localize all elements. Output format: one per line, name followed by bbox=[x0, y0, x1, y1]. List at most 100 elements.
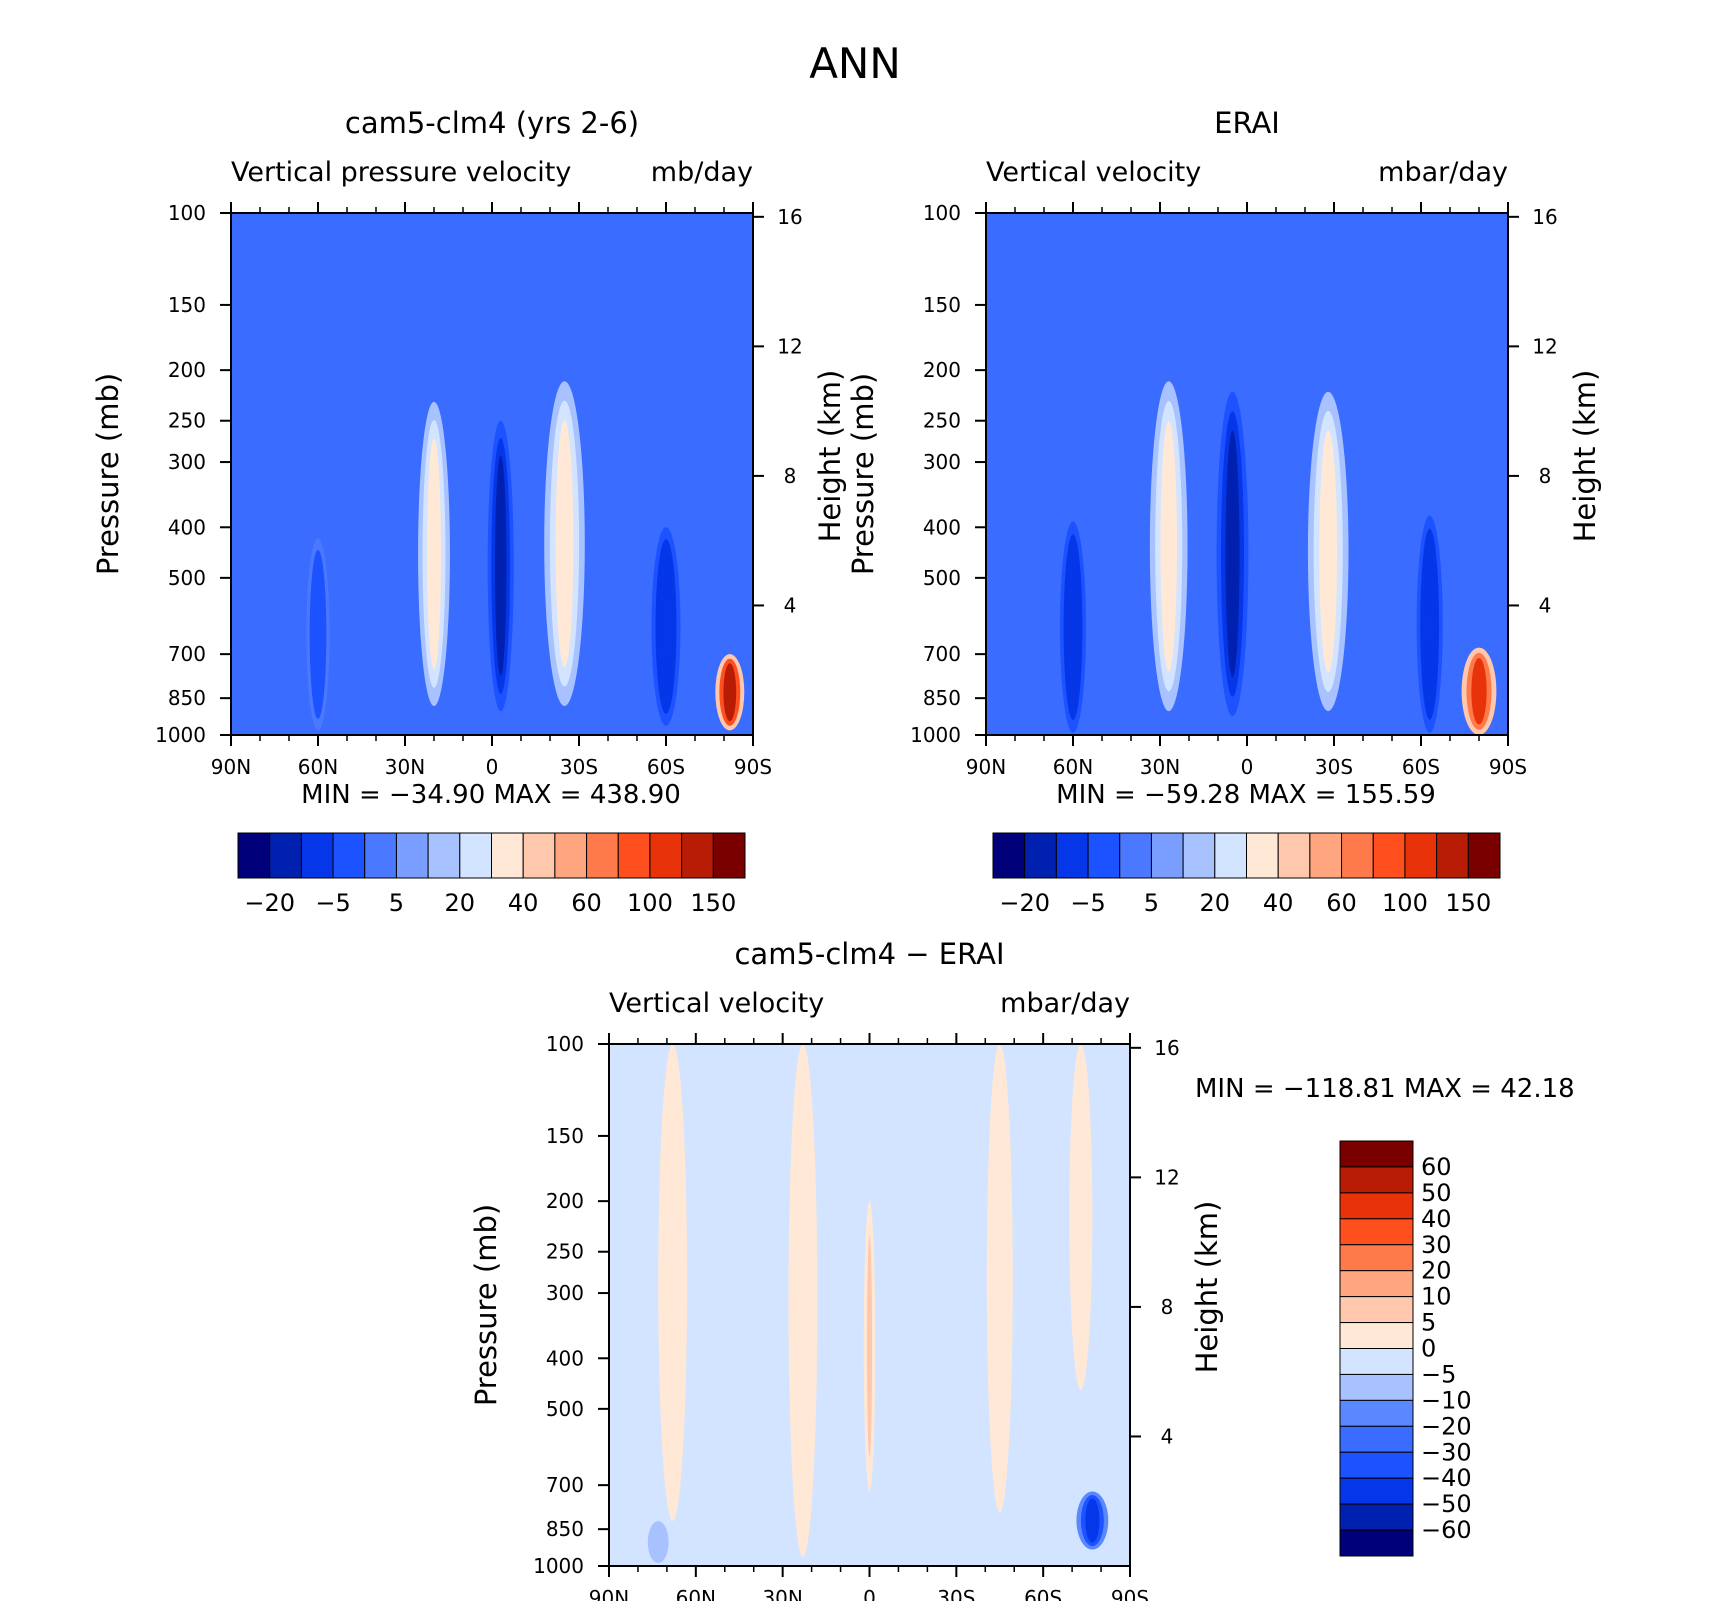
colorbar-label: −40 bbox=[1421, 1464, 1472, 1492]
page-title: ANN bbox=[809, 39, 901, 88]
colorbar-box bbox=[1339, 1140, 1414, 1168]
y-tick-label: 200 bbox=[923, 358, 961, 382]
x-tick-label: 30S bbox=[937, 1586, 975, 1601]
y2-tick-label: 16 bbox=[1532, 205, 1557, 229]
colorbar-box bbox=[992, 832, 1026, 879]
contour-band bbox=[555, 420, 574, 668]
left-string: Vertical velocity bbox=[986, 157, 1201, 188]
colorbar-label: −20 bbox=[1421, 1412, 1472, 1440]
left-string: Vertical pressure velocity bbox=[231, 157, 571, 188]
y-tick-label: 700 bbox=[168, 642, 206, 666]
contour-band bbox=[1471, 658, 1487, 725]
y-tick-label: 150 bbox=[168, 293, 206, 317]
x-tick-label: 0 bbox=[1241, 755, 1254, 779]
colorbar-label: 40 bbox=[1421, 1205, 1452, 1233]
y-tick-label: 200 bbox=[168, 358, 206, 382]
contour-band bbox=[1319, 430, 1338, 673]
contour-band bbox=[1067, 546, 1079, 708]
x-tick-label: 30S bbox=[1315, 755, 1353, 779]
colorbar-label: 5 bbox=[389, 889, 404, 917]
y-tick-label: 500 bbox=[546, 1397, 584, 1421]
colorbar-label: −20 bbox=[999, 889, 1050, 917]
x-tick-label: 60S bbox=[647, 755, 685, 779]
y-tick-label: 100 bbox=[546, 1032, 584, 1056]
y-axis-label: Pressure (mb) bbox=[469, 1204, 503, 1406]
colorbar-box bbox=[586, 832, 619, 879]
panel-title: cam5-clm4 (yrs 2-6) bbox=[345, 106, 639, 140]
contour-band bbox=[1423, 541, 1436, 707]
y-tick-label: 400 bbox=[168, 515, 206, 539]
colorbar-box bbox=[1119, 832, 1152, 879]
colorbar-label: −20 bbox=[244, 889, 295, 917]
colorbar-label: 150 bbox=[1445, 889, 1491, 917]
colorbar-box bbox=[1150, 832, 1184, 879]
x-tick-label: 60N bbox=[298, 755, 338, 779]
y-axis-label: Pressure (mb) bbox=[846, 373, 880, 575]
y-tick-label: 700 bbox=[923, 642, 961, 666]
colorbar-box bbox=[1277, 832, 1311, 879]
x-tick-label: 90N bbox=[211, 755, 251, 779]
y-tick-label: 850 bbox=[923, 686, 961, 710]
y-tick-label: 100 bbox=[168, 201, 206, 225]
colorbar-box bbox=[712, 832, 746, 879]
colorbar-box bbox=[427, 832, 461, 879]
colorbar-box bbox=[1339, 1529, 1414, 1557]
y-tick-label: 250 bbox=[546, 1240, 584, 1264]
y-tick-label: 200 bbox=[546, 1189, 584, 1213]
panel-1: ERAI Vertical velocity mbar/day 90N 60N 30N 0 3… bbox=[846, 106, 1602, 917]
y2-tick-label: 12 bbox=[1154, 1165, 1179, 1189]
x-tick-label: 30N bbox=[385, 755, 425, 779]
colorbar-label: 40 bbox=[1263, 889, 1294, 917]
y2-tick-label: 4 bbox=[784, 593, 797, 617]
colorbar-box bbox=[1339, 1451, 1414, 1479]
colorbar-label: −60 bbox=[1421, 1516, 1472, 1544]
colorbar-label: 0 bbox=[1421, 1335, 1436, 1363]
colorbar-label: 50 bbox=[1421, 1179, 1452, 1207]
y2-tick-label: 8 bbox=[1161, 1295, 1174, 1319]
x-tick-label: 30N bbox=[762, 1586, 802, 1601]
x-tick-label: 90S bbox=[1489, 755, 1527, 779]
x-tick-label: 60N bbox=[676, 1586, 716, 1601]
colorbar-label: 20 bbox=[1421, 1257, 1452, 1285]
colorbar-box bbox=[1404, 832, 1438, 879]
y-tick-label: 850 bbox=[168, 686, 206, 710]
y-tick-label: 1000 bbox=[533, 1554, 584, 1578]
contour-band bbox=[666, 1101, 680, 1464]
colorbar-box bbox=[1339, 1348, 1414, 1375]
y-axis-label: Pressure (mb) bbox=[91, 373, 125, 575]
contour-band bbox=[994, 1100, 1006, 1457]
colorbar-label: −5 bbox=[1421, 1360, 1456, 1388]
colorbar-label: 20 bbox=[1200, 889, 1231, 917]
y-tick-label: 250 bbox=[168, 409, 206, 433]
y-tick-label: 300 bbox=[923, 450, 961, 474]
y2-tick-label: 4 bbox=[1161, 1424, 1174, 1448]
colorbar-box bbox=[522, 832, 556, 879]
colorbar-box bbox=[1339, 1218, 1414, 1246]
contour-band bbox=[651, 1523, 665, 1561]
colorbar-box bbox=[649, 832, 683, 879]
panel-0: cam5-clm4 (yrs 2-6) Vertical pressure vel… bbox=[91, 106, 847, 917]
colorbar-label: 60 bbox=[571, 889, 602, 917]
colorbar-box bbox=[332, 832, 366, 879]
colorbar-label: 100 bbox=[627, 889, 673, 917]
panels: cam5-clm4 (yrs 2-6) Vertical pressure vel… bbox=[91, 106, 1602, 1601]
min-max-label: MIN = −59.28 MAX = 155.59 bbox=[1056, 780, 1436, 810]
y-tick-label: 500 bbox=[168, 566, 206, 590]
colorbar-label: −30 bbox=[1421, 1438, 1472, 1466]
colorbar-box bbox=[1339, 1503, 1414, 1531]
y-tick-label: 100 bbox=[923, 201, 961, 225]
x-tick-label: 60N bbox=[1053, 755, 1093, 779]
colorbar-label: 20 bbox=[445, 889, 476, 917]
colorbar-box bbox=[1467, 832, 1501, 879]
colorbar-box bbox=[364, 832, 397, 879]
right-string: mb/day bbox=[651, 157, 753, 188]
colorbar-label: 60 bbox=[1326, 889, 1357, 917]
y-tick-label: 400 bbox=[546, 1346, 584, 1370]
colorbar-box bbox=[681, 832, 714, 879]
y-tick-label: 850 bbox=[546, 1517, 584, 1541]
colorbar-box bbox=[1339, 1244, 1414, 1272]
y2-tick-label: 8 bbox=[1539, 464, 1552, 488]
colorbar-box bbox=[491, 832, 524, 879]
y2-axis-label: Height (km) bbox=[1568, 370, 1602, 543]
x-tick-label: 90S bbox=[734, 755, 772, 779]
